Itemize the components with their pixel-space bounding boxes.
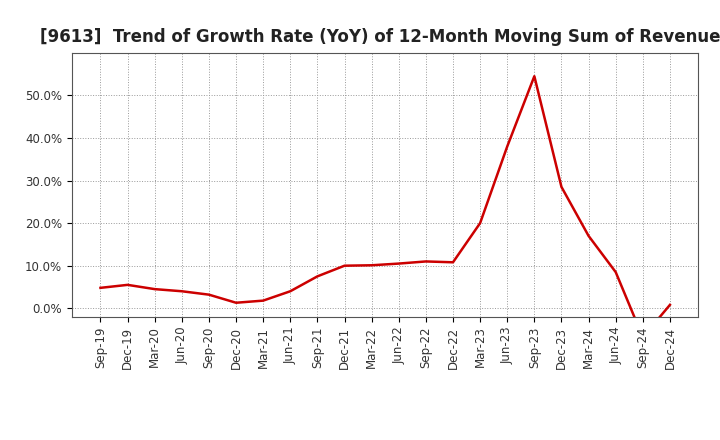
Title: [9613]  Trend of Growth Rate (YoY) of 12-Month Moving Sum of Revenues: [9613] Trend of Growth Rate (YoY) of 12-… [40, 28, 720, 46]
